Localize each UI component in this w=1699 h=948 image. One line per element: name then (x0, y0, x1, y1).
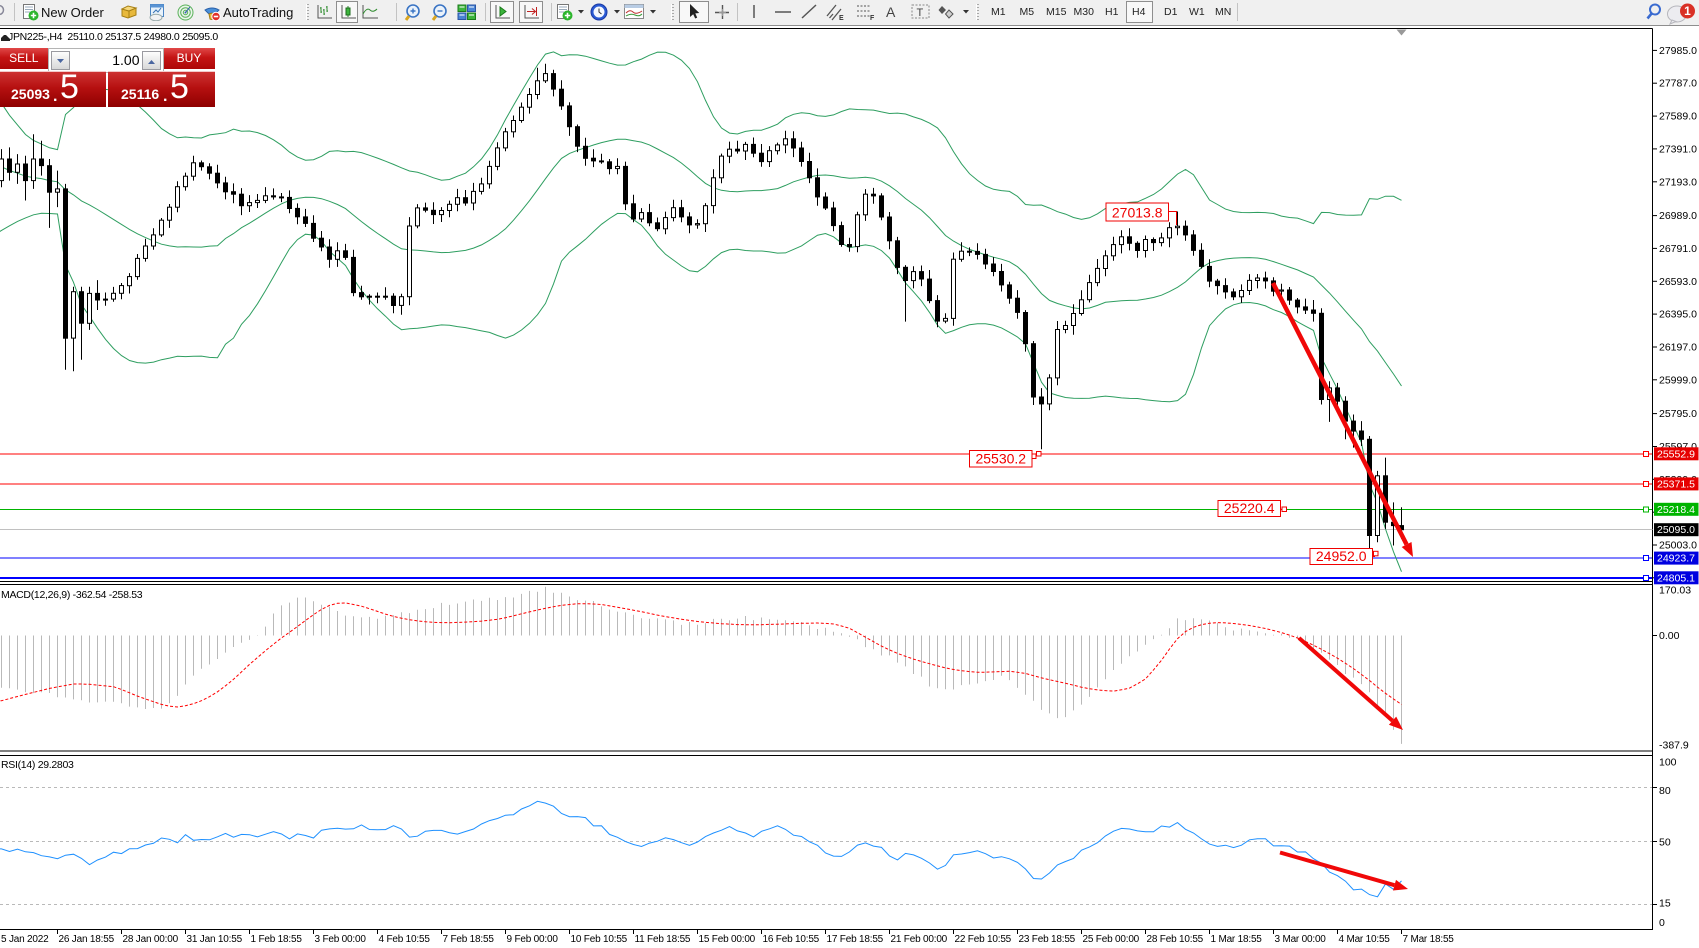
svg-text:0: 0 (1659, 917, 1665, 929)
svg-text:25530.2: 25530.2 (975, 451, 1026, 467)
svg-text:1 Mar 18:55: 1 Mar 18:55 (1211, 934, 1263, 945)
svg-text:E: E (839, 15, 844, 22)
svg-text:24952.0: 24952.0 (1316, 548, 1367, 564)
svg-text:26593.0: 26593.0 (1659, 276, 1697, 288)
svg-text:11 Feb 18:55: 11 Feb 18:55 (635, 934, 691, 945)
svg-text:15: 15 (1659, 898, 1671, 910)
svg-text:25371.5: 25371.5 (1657, 478, 1695, 490)
svg-text:1 Feb 18:55: 1 Feb 18:55 (251, 934, 303, 945)
svg-text:26 Jan 18:55: 26 Jan 18:55 (59, 934, 115, 945)
svg-text:10 Feb 10:55: 10 Feb 10:55 (571, 934, 628, 945)
svg-text:170.03: 170.03 (1659, 585, 1691, 597)
svg-text:28 Feb 10:55: 28 Feb 10:55 (1147, 934, 1204, 945)
svg-text:50: 50 (1659, 837, 1671, 849)
svg-text:1: 1 (1684, 4, 1691, 18)
svg-text:26395.0: 26395.0 (1659, 309, 1697, 321)
svg-text:23 Feb 18:55: 23 Feb 18:55 (1019, 934, 1076, 945)
svg-text:26989.0: 26989.0 (1659, 210, 1697, 222)
svg-text:4 Feb 10:55: 4 Feb 10:55 (379, 934, 431, 945)
svg-text:25552.9: 25552.9 (1657, 448, 1695, 460)
svg-text:3 Mar 00:00: 3 Mar 00:00 (1275, 934, 1327, 945)
svg-text:17 Feb 18:55: 17 Feb 18:55 (827, 934, 884, 945)
svg-text:0.00: 0.00 (1659, 630, 1680, 642)
svg-text:25795.0: 25795.0 (1659, 408, 1697, 420)
svg-text:26197.0: 26197.0 (1659, 342, 1697, 354)
svg-text:7 Feb 18:55: 7 Feb 18:55 (443, 934, 495, 945)
svg-text:24923.7: 24923.7 (1657, 553, 1695, 565)
svg-text:28 Jan 00:00: 28 Jan 00:00 (123, 934, 179, 945)
svg-text:25003.0: 25003.0 (1659, 540, 1697, 552)
svg-text:26791.0: 26791.0 (1659, 243, 1697, 255)
svg-text:7 Mar 18:55: 7 Mar 18:55 (1403, 934, 1455, 945)
svg-text:27787.0: 27787.0 (1659, 78, 1697, 90)
svg-text:-387.9: -387.9 (1659, 740, 1689, 752)
svg-text:16 Feb 10:55: 16 Feb 10:55 (763, 934, 820, 945)
svg-text:100: 100 (1659, 757, 1677, 769)
svg-text:25218.4: 25218.4 (1657, 504, 1695, 516)
svg-text:3 Feb 00:00: 3 Feb 00:00 (315, 934, 367, 945)
svg-text:25220.4: 25220.4 (1224, 500, 1275, 516)
svg-text:21 Feb 00:00: 21 Feb 00:00 (891, 934, 948, 945)
svg-text:5 Jan 2022: 5 Jan 2022 (1, 934, 49, 945)
svg-text:25 Feb 00:00: 25 Feb 00:00 (1083, 934, 1140, 945)
svg-text:27193.0: 27193.0 (1659, 176, 1697, 188)
svg-text:27985.0: 27985.0 (1659, 45, 1697, 57)
svg-text:22 Feb 10:55: 22 Feb 10:55 (955, 934, 1012, 945)
svg-text:25999.0: 25999.0 (1659, 374, 1697, 386)
svg-text:25095.0: 25095.0 (1657, 524, 1695, 536)
svg-text:27013.8: 27013.8 (1112, 205, 1163, 221)
svg-text:24805.1: 24805.1 (1657, 572, 1695, 584)
svg-text:9 Feb 00:00: 9 Feb 00:00 (507, 934, 559, 945)
svg-text:T: T (917, 7, 924, 19)
svg-text:F: F (870, 15, 875, 22)
svg-text:4 Mar 10:55: 4 Mar 10:55 (1339, 934, 1391, 945)
svg-text:27589.0: 27589.0 (1659, 111, 1697, 123)
svg-text:27391.0: 27391.0 (1659, 143, 1697, 155)
svg-text:31 Jan 10:55: 31 Jan 10:55 (187, 934, 243, 945)
svg-text:80: 80 (1659, 785, 1671, 797)
svg-text:15 Feb 00:00: 15 Feb 00:00 (699, 934, 756, 945)
